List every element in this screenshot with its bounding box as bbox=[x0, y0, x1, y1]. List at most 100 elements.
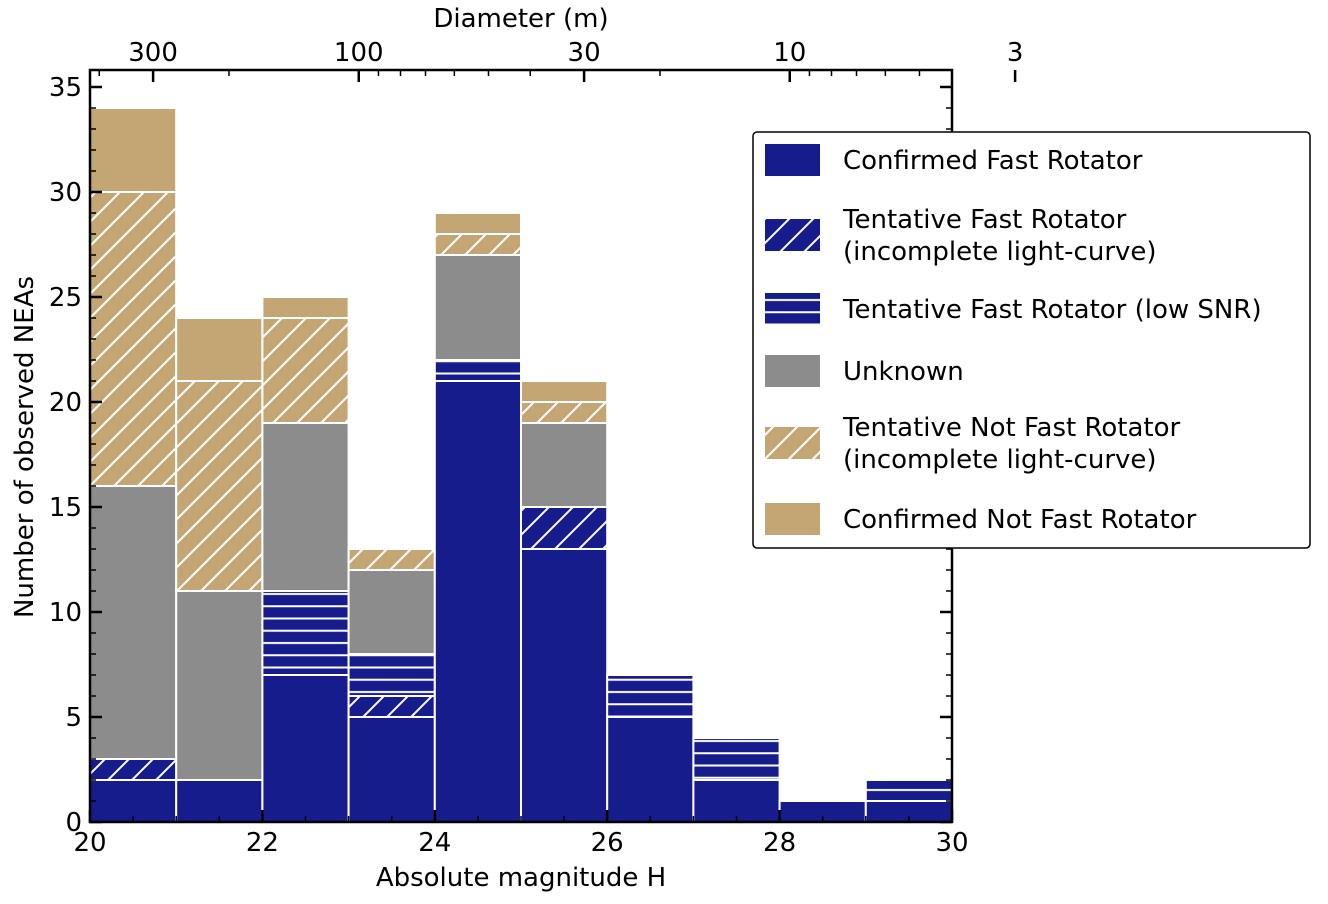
bar-edge bbox=[433, 212, 522, 235]
legend-item: Tentative Fast Rotator(incomplete light-… bbox=[765, 205, 1157, 267]
bar-fill bbox=[176, 318, 263, 381]
top-tick-label: 30 bbox=[568, 38, 601, 68]
bar-hatch bbox=[434, 234, 521, 255]
bar-segment-tentative-fast-rotator-low-snr--bin-2 bbox=[261, 590, 350, 676]
bar-hatch bbox=[865, 780, 952, 801]
legend-swatch-hatch bbox=[765, 293, 820, 325]
bar-fill bbox=[262, 423, 349, 591]
bar-hatch bbox=[262, 318, 349, 423]
bar-edge bbox=[261, 296, 350, 319]
bar-fill bbox=[779, 801, 866, 822]
bar-hatch bbox=[262, 591, 349, 675]
bar-segment-tentative-fast-rotator-low-snr--bin-4 bbox=[433, 359, 522, 382]
top-tick-label: 3 bbox=[1007, 38, 1024, 68]
bar-segment-confirmed-fast-rotator-bin-3 bbox=[347, 716, 436, 823]
bar-fill bbox=[865, 801, 952, 822]
bar-segment-confirmed-not-fast-rotator-bin-5 bbox=[520, 380, 609, 403]
x-axis-label: Absolute magnitude H bbox=[376, 863, 666, 893]
bar-segment-tentative-not-fast-rotator-bin-4 bbox=[433, 233, 522, 256]
bar-segment-confirmed-fast-rotator-bin-4 bbox=[433, 380, 522, 823]
bar-fill bbox=[348, 717, 435, 822]
legend-label: Confirmed Fast Rotator bbox=[843, 146, 1143, 176]
bar-segment-tentative-not-fast-rotator-bin-0 bbox=[89, 191, 178, 487]
legend: Confirmed Fast Rotator Tentative Fast Rot… bbox=[752, 131, 1311, 549]
bar-fill bbox=[90, 486, 177, 759]
bar-hatch bbox=[521, 507, 608, 549]
bar-fill bbox=[90, 108, 177, 192]
legend-label: Tentative Fast Rotator bbox=[842, 205, 1127, 235]
bar-segment-tentative-fast-rotator-low-snr--bin-6 bbox=[606, 674, 695, 718]
legend-item: Unknown bbox=[765, 355, 964, 387]
bar-hatch bbox=[607, 675, 694, 717]
bar-segment-confirmed-not-fast-rotator-bin-4 bbox=[433, 212, 522, 235]
bar-fill bbox=[262, 675, 349, 822]
bar-segment-tentative-fast-rotator-low-snr--bin-7 bbox=[692, 737, 781, 781]
bar-segment-tentative-not-fast-rotator-bin-3 bbox=[347, 548, 436, 571]
y-tick-label: 25 bbox=[49, 283, 82, 313]
bar-hatch bbox=[176, 381, 263, 591]
bar-fill bbox=[521, 423, 608, 507]
bar-fill bbox=[434, 255, 521, 360]
bar-edge bbox=[692, 737, 781, 781]
bar-fill bbox=[434, 213, 521, 234]
bar-hatch bbox=[348, 696, 435, 717]
legend-item: Confirmed Fast Rotator bbox=[765, 144, 1143, 176]
bar-segment-tentative-fast-rotator-bin-3 bbox=[347, 695, 436, 718]
bar-segment-unknown-bin-1 bbox=[175, 590, 264, 781]
bar-segment-confirmed-fast-rotator-bin-7 bbox=[692, 779, 781, 823]
legend-swatch bbox=[765, 355, 820, 387]
bar-fill bbox=[176, 591, 263, 780]
bar-segment-confirmed-fast-rotator-bin-0 bbox=[89, 779, 178, 823]
bar-hatch bbox=[521, 402, 608, 423]
bar-segment-confirmed-not-fast-rotator-bin-2 bbox=[261, 296, 350, 319]
legend-label: Confirmed Not Fast Rotator bbox=[843, 505, 1197, 535]
bar-edge bbox=[606, 674, 695, 718]
bars-layer bbox=[89, 107, 953, 823]
legend-label: Tentative Not Fast Rotator bbox=[842, 413, 1180, 443]
bar-segment-unknown-bin-4 bbox=[433, 254, 522, 361]
bar-fill bbox=[521, 381, 608, 402]
y-tick-label: 10 bbox=[49, 598, 82, 628]
x-tick-label: 22 bbox=[246, 828, 279, 858]
y-tick-label: 0 bbox=[65, 808, 82, 838]
x-tick-label: 26 bbox=[591, 828, 624, 858]
y-tick-label: 5 bbox=[65, 703, 82, 733]
bar-segment-unknown-bin-3 bbox=[347, 569, 436, 655]
bar-hatch bbox=[434, 360, 521, 381]
bar-fill bbox=[348, 570, 435, 654]
bar-segment-confirmed-fast-rotator-bin-1 bbox=[175, 779, 264, 823]
top-tick-label: 10 bbox=[773, 38, 806, 68]
bar-fill bbox=[176, 780, 263, 822]
bar-segment-unknown-bin-2 bbox=[261, 422, 350, 592]
y-tick-label: 20 bbox=[49, 388, 82, 418]
legend-label: (incomplete light-curve) bbox=[843, 237, 1157, 267]
legend-item: Confirmed Not Fast Rotator bbox=[765, 503, 1197, 535]
bar-hatch bbox=[90, 759, 177, 780]
bar-segment-tentative-fast-rotator-low-snr--bin-3 bbox=[347, 653, 436, 697]
bar-hatch bbox=[90, 192, 177, 486]
legend-label: (incomplete light-curve) bbox=[843, 445, 1157, 475]
bar-segment-unknown-bin-5 bbox=[520, 422, 609, 508]
x-tick-label: 20 bbox=[73, 828, 106, 858]
x-tick-label: 24 bbox=[418, 828, 451, 858]
legend-label: Unknown bbox=[843, 357, 964, 387]
bar-segment-confirmed-not-fast-rotator-bin-0 bbox=[89, 107, 178, 193]
y-tick-label: 15 bbox=[49, 493, 82, 523]
legend-swatch bbox=[765, 144, 820, 176]
bar-segment-tentative-not-fast-rotator-bin-2 bbox=[261, 317, 350, 424]
y-tick-label: 35 bbox=[49, 73, 82, 103]
bar-segment-confirmed-fast-rotator-bin-6 bbox=[606, 716, 695, 823]
bar-segment-tentative-not-fast-rotator-bin-5 bbox=[520, 401, 609, 424]
top-x-axis-label: Diameter (m) bbox=[433, 4, 608, 34]
top-tick-label: 300 bbox=[128, 38, 178, 68]
bar-segment-tentative-fast-rotator-low-snr--bin-9 bbox=[864, 779, 953, 802]
bar-segment-confirmed-fast-rotator-bin-2 bbox=[261, 674, 350, 823]
bar-fill bbox=[90, 780, 177, 822]
legend-swatch-hatch bbox=[765, 427, 820, 459]
legend-item: Tentative Fast Rotator (low SNR) bbox=[765, 293, 1262, 325]
bar-edge bbox=[520, 380, 609, 403]
bar-hatch bbox=[348, 549, 435, 570]
bar-fill bbox=[262, 297, 349, 318]
bar-fill bbox=[693, 780, 780, 822]
